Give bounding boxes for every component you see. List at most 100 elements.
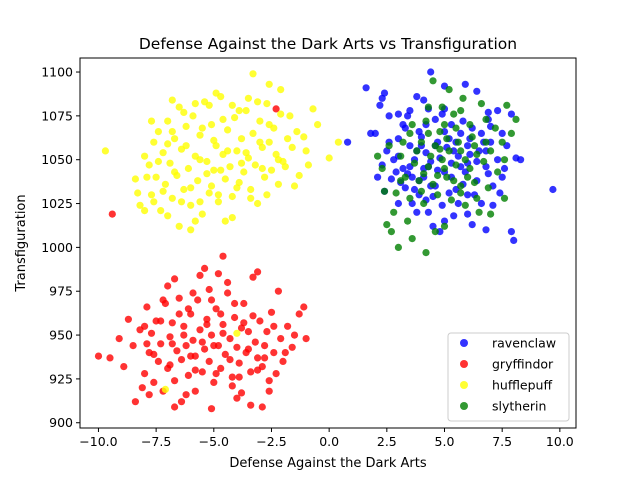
data-point xyxy=(205,285,213,294)
data-point xyxy=(512,115,520,123)
data-point xyxy=(487,210,495,218)
data-point xyxy=(378,164,386,173)
data-point xyxy=(184,305,192,313)
data-point xyxy=(101,147,109,155)
data-point xyxy=(394,110,402,118)
data-point xyxy=(187,226,195,234)
series-hufflepuff xyxy=(101,70,342,393)
data-point xyxy=(226,335,234,343)
data-point xyxy=(300,133,308,141)
data-point xyxy=(302,147,310,155)
data-point xyxy=(387,228,395,236)
data-point xyxy=(217,166,225,174)
data-point xyxy=(507,110,515,118)
plot-frame xyxy=(79,57,577,429)
data-point xyxy=(247,368,255,376)
data-point xyxy=(468,221,476,229)
data-point xyxy=(443,173,451,181)
data-point xyxy=(314,121,322,129)
data-point xyxy=(494,156,502,164)
legend-label: ravenclaw xyxy=(492,336,556,351)
data-point xyxy=(447,196,455,204)
data-point xyxy=(224,147,232,155)
data-point xyxy=(265,121,273,129)
data-point xyxy=(309,105,317,113)
data-point xyxy=(249,129,257,137)
data-point xyxy=(228,214,236,222)
data-point xyxy=(272,370,280,378)
y-tick-label: 975 xyxy=(49,284,73,299)
data-point xyxy=(500,156,509,164)
y-axis-ticks: 900 925 950 975 1000 1025 1050 1075 1100 xyxy=(41,65,80,430)
data-point xyxy=(494,168,502,176)
data-point xyxy=(261,342,269,350)
data-point xyxy=(288,343,296,351)
data-point xyxy=(177,356,186,364)
data-point xyxy=(290,182,299,190)
data-point xyxy=(254,268,262,276)
data-point xyxy=(196,326,204,334)
data-point xyxy=(464,210,472,218)
data-point xyxy=(212,89,220,97)
data-point xyxy=(464,173,472,181)
data-point xyxy=(143,340,151,348)
data-point xyxy=(207,182,216,190)
data-point xyxy=(221,350,229,358)
data-point xyxy=(228,192,236,201)
data-point xyxy=(115,335,123,343)
data-point xyxy=(263,328,271,336)
data-point xyxy=(203,320,211,329)
data-point xyxy=(191,100,199,108)
data-point xyxy=(231,313,239,322)
data-point xyxy=(274,287,282,295)
data-point xyxy=(233,147,241,155)
legend-label: slytherin xyxy=(492,399,546,414)
data-point xyxy=(184,371,192,379)
data-point xyxy=(244,328,252,336)
data-point xyxy=(367,129,375,137)
data-point xyxy=(247,185,255,194)
data-point xyxy=(166,361,174,369)
data-point xyxy=(496,189,504,197)
data-point xyxy=(147,191,156,199)
data-point xyxy=(224,289,232,297)
data-point xyxy=(187,201,195,209)
data-point xyxy=(189,336,197,344)
data-point xyxy=(187,352,195,360)
data-point xyxy=(150,378,158,386)
data-point xyxy=(380,89,389,97)
data-point xyxy=(399,164,407,173)
data-point xyxy=(168,194,176,202)
data-point xyxy=(249,273,257,281)
data-point xyxy=(134,189,142,197)
data-point xyxy=(263,100,271,108)
data-point xyxy=(205,101,213,109)
data-point xyxy=(510,236,518,244)
data-point xyxy=(249,312,257,320)
data-point xyxy=(477,129,485,137)
data-point xyxy=(145,161,153,169)
data-point xyxy=(415,128,423,136)
data-point xyxy=(131,175,139,183)
data-point xyxy=(434,166,442,174)
y-tick-label: 950 xyxy=(49,328,73,343)
data-point xyxy=(362,84,370,92)
data-point xyxy=(500,164,509,173)
data-point xyxy=(440,222,449,230)
data-point xyxy=(145,391,153,399)
data-point xyxy=(473,150,481,158)
data-point xyxy=(429,77,437,85)
data-point xyxy=(120,363,128,371)
x-tick-label: −2.5 xyxy=(256,434,286,449)
data-point xyxy=(473,157,481,166)
data-point xyxy=(549,185,557,194)
data-point xyxy=(150,198,158,206)
data-point xyxy=(452,161,460,169)
data-point xyxy=(461,80,469,88)
data-point xyxy=(224,278,232,287)
data-point xyxy=(498,173,506,181)
data-point xyxy=(210,166,218,174)
data-point xyxy=(203,170,211,178)
data-point xyxy=(270,322,278,330)
